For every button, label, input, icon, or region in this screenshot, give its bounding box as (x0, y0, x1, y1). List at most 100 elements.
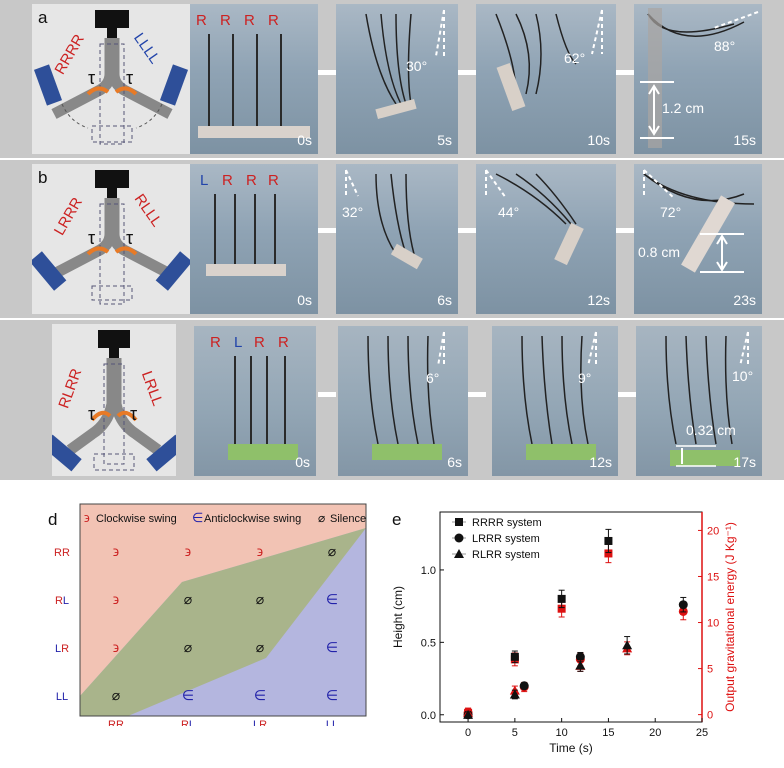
photo-a-0: R R R R 0s (190, 4, 318, 154)
schematic-c: c RLRR LRLL τ τ (52, 324, 176, 476)
x-tick-label: 5 (512, 727, 518, 739)
height-point (604, 536, 613, 545)
phase-cell-clockwise: ϶ (257, 543, 263, 559)
diagram-border (79, 503, 367, 717)
height-label-b: 0.8 cm (638, 244, 681, 260)
photo-b-1: 32° 6s (336, 164, 458, 314)
panel-letter-a: a (38, 8, 48, 27)
energy-point (604, 549, 613, 558)
strip-label-b-4: R (268, 172, 279, 189)
angle-label-c-2: 9° (578, 370, 592, 386)
legend-symbol-clockwise: ϶ (84, 510, 90, 525)
time-label-b-2: 12s (587, 292, 610, 308)
angle-label-b-2: 44° (498, 204, 520, 220)
phase-cell-silence: ⌀ (184, 639, 192, 655)
x-axis-title: Time (s) (549, 741, 593, 755)
photo-c-3: 10° 0.32 cm 17s (636, 326, 762, 476)
y2-axis-title: Output gravitational energy (J Kg⁻¹) (723, 522, 737, 712)
tau-left-a: τ (88, 68, 96, 88)
angle-label-c-1: 6° (426, 370, 440, 386)
time-label-c-0: 0s (295, 454, 310, 470)
strip-label-c-3: R (254, 334, 265, 351)
photo-c-2: 9° 12s (492, 326, 618, 476)
strip-label-b-2: R (222, 172, 233, 189)
photo-b-0: L R R R 0s (190, 164, 318, 314)
height-point (509, 689, 520, 699)
y2-tick-label: 0 (707, 710, 713, 722)
time-label-a-2: 10s (587, 132, 610, 148)
time-label-a-1: 5s (437, 132, 452, 148)
height-point (519, 681, 529, 691)
angle-label-b-3: 72° (660, 204, 682, 220)
y-tick-label: 0.5 (421, 637, 436, 649)
y-label: RL (55, 595, 69, 607)
tau-left-c: τ (88, 404, 96, 424)
arrow-icon (318, 228, 336, 233)
phase-cell-silence: ⌀ (256, 639, 264, 655)
legend-label: RRRR system (472, 517, 542, 529)
phase-cell-clockwise: ϶ (113, 591, 119, 607)
height-point (678, 600, 688, 610)
arrow-icon (318, 70, 336, 75)
legend-clockwise: Clockwise swing (96, 513, 177, 525)
time-label-b-1: 6s (437, 292, 452, 308)
time-label-c-2: 12s (589, 454, 612, 470)
legend-anticlockwise: Anticlockwise swing (204, 513, 301, 525)
tau-left-b: τ (88, 228, 96, 248)
x-tick-label: 0 (465, 727, 471, 739)
legend-marker (454, 533, 464, 543)
hanging-strip (206, 264, 286, 276)
panel-letter-b: b (38, 168, 48, 187)
silence-region (80, 528, 366, 716)
schematic-c-drawing (52, 330, 176, 472)
y-tick-label: 1.0 (421, 565, 436, 577)
wire (254, 194, 256, 264)
height-point (557, 594, 566, 603)
height-label-c: 0.32 cm (686, 422, 736, 438)
strip-label-b-3: R (246, 172, 257, 189)
time-label-b-0: 0s (297, 292, 312, 308)
hanging-strip (228, 444, 298, 460)
time-label-c-3: 17s (733, 454, 756, 470)
y-label: LL (56, 691, 68, 703)
wire (274, 194, 276, 264)
strip-label-a-3: R (244, 12, 255, 29)
arrow-icon (618, 392, 636, 397)
angle-label-c-3: 10° (732, 368, 754, 384)
schematic-b: b LRRR RLLL τ τ (32, 164, 190, 314)
phase-cell-silence: ⌀ (184, 591, 192, 607)
x-tick-label: 20 (649, 727, 661, 739)
schematic-b-drawing (32, 170, 190, 305)
wire (280, 34, 282, 126)
height-point (575, 652, 585, 662)
wire (250, 356, 252, 446)
angle-label-a-1: 30° (406, 58, 428, 74)
height-point (575, 660, 586, 670)
wire (284, 356, 286, 446)
phase-cell-clockwise: ϶ (113, 543, 119, 559)
arrow-icon (458, 228, 476, 233)
y2-tick-label: 5 (707, 664, 713, 676)
hanging-strip (198, 126, 310, 138)
legend-marker (454, 549, 464, 558)
strip-label-a-2: R (220, 12, 231, 29)
y-axis-title: Height (cm) (391, 586, 405, 648)
strip-label-c-2: L (234, 334, 243, 351)
wire (234, 194, 236, 264)
legend-label: LRRR system (472, 533, 540, 545)
y-label: RR (54, 547, 70, 559)
wire (266, 356, 268, 446)
phase-cell-silence: ⌀ (328, 543, 336, 559)
legend-silence: Silence (330, 513, 366, 525)
arrow-icon (318, 392, 336, 397)
arrow-icon (458, 70, 476, 75)
phase-cell-silence: ⌀ (112, 687, 120, 703)
schematic-a-drawing (33, 10, 189, 145)
tau-right-c: τ (130, 404, 138, 424)
tau-right-b: τ (126, 228, 134, 248)
angle-label-b-1: 32° (342, 204, 364, 220)
angle-label-a-3: 88° (714, 38, 736, 54)
wire (208, 34, 210, 126)
panel-letter-d: d (48, 510, 58, 529)
photo-b-2: 44° 12s (476, 164, 616, 314)
